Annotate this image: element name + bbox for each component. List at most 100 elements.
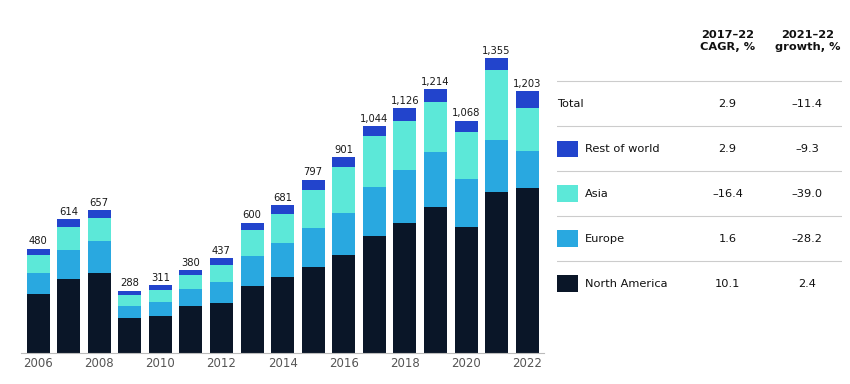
Text: 2.4: 2.4: [798, 278, 816, 289]
Text: 1,355: 1,355: [482, 46, 511, 56]
Bar: [241, 256, 264, 286]
Bar: [455, 121, 478, 132]
Text: –11.4: –11.4: [792, 99, 823, 109]
Bar: [88, 210, 110, 218]
Bar: [149, 290, 172, 302]
Bar: [88, 218, 110, 241]
Text: 1,126: 1,126: [391, 96, 419, 106]
Text: 1,044: 1,044: [360, 114, 388, 124]
Bar: [210, 265, 233, 283]
Bar: [332, 255, 355, 353]
Bar: [363, 136, 386, 187]
Bar: [302, 180, 325, 190]
Bar: [179, 306, 202, 353]
Text: Asia: Asia: [585, 189, 609, 199]
Bar: [57, 279, 80, 353]
Bar: [210, 283, 233, 303]
Text: Europe: Europe: [585, 233, 626, 244]
Bar: [149, 285, 172, 290]
Text: 2017–22
CAGR, %: 2017–22 CAGR, %: [700, 30, 755, 52]
Bar: [179, 275, 202, 289]
Bar: [557, 230, 578, 247]
Text: 614: 614: [60, 207, 78, 217]
Bar: [57, 250, 80, 279]
Bar: [302, 190, 325, 228]
Text: 480: 480: [29, 237, 48, 247]
Bar: [394, 222, 416, 353]
Bar: [363, 126, 386, 136]
Text: 681: 681: [273, 193, 292, 203]
Bar: [26, 249, 49, 255]
Bar: [118, 295, 141, 306]
Bar: [516, 91, 539, 108]
Bar: [424, 101, 447, 152]
Bar: [271, 205, 294, 214]
Bar: [455, 227, 478, 353]
Bar: [271, 214, 294, 243]
Bar: [179, 270, 202, 275]
Text: 437: 437: [212, 246, 231, 256]
Bar: [57, 227, 80, 250]
Text: Total: Total: [557, 99, 583, 109]
Bar: [149, 302, 172, 316]
Bar: [485, 70, 508, 140]
Text: 2.9: 2.9: [718, 144, 737, 154]
Text: 1,214: 1,214: [422, 76, 450, 86]
Bar: [241, 230, 264, 256]
Bar: [394, 170, 416, 222]
Bar: [271, 243, 294, 277]
Bar: [26, 273, 49, 295]
Bar: [516, 108, 539, 151]
Bar: [149, 316, 172, 353]
Text: 797: 797: [303, 167, 323, 177]
Text: Rest of world: Rest of world: [585, 144, 660, 154]
Bar: [424, 207, 447, 353]
Bar: [363, 236, 386, 353]
Text: –28.2: –28.2: [792, 233, 823, 244]
Bar: [118, 291, 141, 295]
Bar: [363, 187, 386, 236]
Text: –9.3: –9.3: [796, 144, 819, 154]
Text: 2021–22
growth, %: 2021–22 growth, %: [774, 30, 840, 52]
Bar: [179, 289, 202, 306]
Bar: [424, 152, 447, 207]
Bar: [557, 141, 578, 157]
Bar: [118, 318, 141, 353]
Text: 1.6: 1.6: [718, 233, 737, 244]
Bar: [302, 228, 325, 267]
Bar: [485, 140, 508, 192]
Bar: [557, 185, 578, 202]
Bar: [557, 275, 578, 292]
Text: –39.0: –39.0: [791, 189, 823, 199]
Bar: [241, 286, 264, 353]
Text: North America: North America: [585, 278, 668, 289]
Text: 901: 901: [334, 145, 354, 155]
Bar: [332, 157, 355, 167]
Bar: [210, 303, 233, 353]
Text: 1,068: 1,068: [452, 108, 480, 118]
Bar: [241, 222, 264, 230]
Bar: [88, 241, 110, 273]
Bar: [210, 258, 233, 265]
Text: 657: 657: [89, 198, 109, 208]
Bar: [516, 188, 539, 353]
Bar: [302, 267, 325, 353]
Bar: [118, 306, 141, 318]
Bar: [394, 108, 416, 121]
Bar: [455, 132, 478, 179]
Bar: [26, 295, 49, 353]
Text: 1,203: 1,203: [513, 79, 541, 89]
Bar: [332, 213, 355, 255]
Bar: [424, 89, 447, 101]
Bar: [26, 255, 49, 273]
Bar: [57, 220, 80, 227]
Bar: [516, 151, 539, 188]
Text: 10.1: 10.1: [715, 278, 740, 289]
Text: 600: 600: [242, 210, 262, 220]
Bar: [88, 273, 110, 353]
Bar: [485, 192, 508, 353]
Bar: [394, 121, 416, 170]
Bar: [485, 58, 508, 70]
Text: 311: 311: [150, 273, 170, 283]
Bar: [332, 167, 355, 213]
